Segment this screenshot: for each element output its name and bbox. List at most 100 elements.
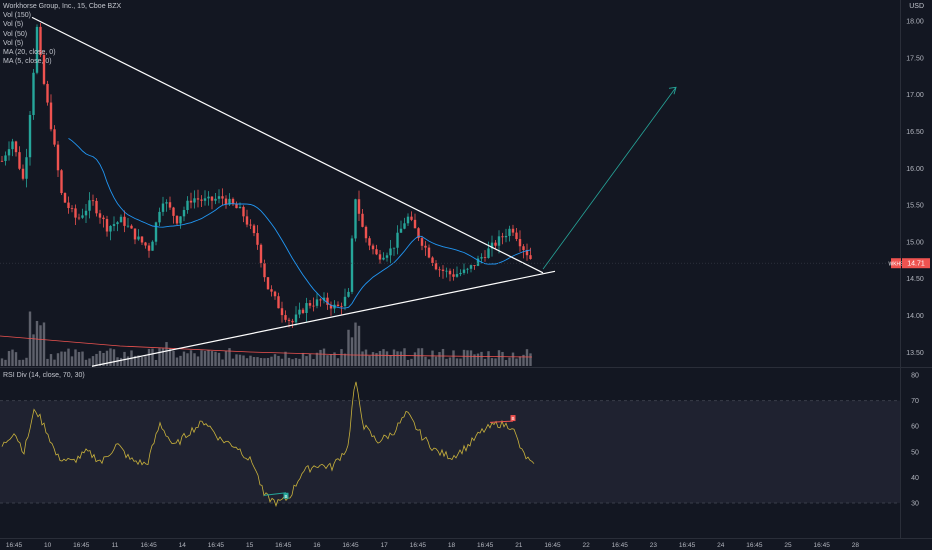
candle-body [179, 216, 182, 224]
candle-body [70, 208, 74, 209]
price-tag-bg [902, 258, 930, 269]
time-tick-label: 28 [852, 542, 860, 549]
volume-bar [140, 357, 144, 366]
price-tick-label: 13.50 [906, 350, 924, 357]
volume-bar [231, 358, 235, 366]
time-tick-label: 16 [313, 542, 321, 549]
symbol-tag-bg [891, 258, 901, 269]
volume-bar [77, 352, 81, 366]
trendline-arrowhead [668, 86, 677, 95]
candle-body [511, 228, 515, 233]
volume-bar [298, 358, 301, 366]
volume-bar [511, 352, 515, 366]
candle-body [147, 245, 151, 251]
volume-bar [473, 354, 476, 366]
candle-body [84, 210, 88, 216]
study-ma-20[interactable]: MA (20, close, 0) [3, 49, 56, 57]
candle-body [165, 202, 168, 204]
candle-body [347, 291, 350, 297]
volume-bar [483, 358, 487, 366]
volume-bar [147, 348, 151, 366]
time-tick-label: 16:45 [410, 542, 427, 549]
time-tick-label: 17 [381, 542, 389, 549]
volume-bar [354, 322, 357, 366]
candle-body [200, 199, 203, 201]
volume-bar [235, 354, 238, 366]
divergence-line-bull [263, 492, 287, 496]
candle-body [4, 155, 7, 161]
rsi-tick-label: 40 [911, 475, 919, 482]
volume-bar [67, 348, 70, 366]
volume-bar [357, 325, 361, 366]
candle-body [490, 242, 494, 249]
volume-bar [445, 358, 448, 366]
volume-bar [326, 355, 329, 366]
volume-bar [221, 359, 224, 366]
volume-bar [301, 352, 305, 366]
volume-bar [224, 350, 228, 366]
candle-body [224, 198, 228, 205]
trendline-1 [91, 270, 556, 367]
volume-bar [319, 349, 322, 366]
volume-bar [406, 359, 410, 366]
candle-body [340, 306, 343, 307]
candle-body [144, 242, 147, 246]
study-ma-5[interactable]: MA (5, close, 0) [3, 58, 52, 66]
candle-body [221, 196, 224, 199]
candle-body [39, 26, 42, 56]
candle-body [231, 198, 235, 205]
candle-body [529, 255, 532, 259]
rsi-legend[interactable]: RSI Div (14, close, 70, 30) [3, 372, 85, 379]
candle-body [326, 297, 329, 305]
candle-body [126, 225, 130, 227]
volume-bar [431, 350, 434, 366]
candle-body [497, 236, 501, 246]
candle-body [284, 315, 287, 320]
volume-bar [137, 355, 140, 366]
volume-bar [217, 352, 221, 366]
volume-bar [385, 351, 389, 366]
candle-body [480, 257, 483, 259]
volume-bar [399, 351, 403, 366]
candle-body [452, 274, 455, 277]
candle-body [228, 198, 231, 205]
candle-body [105, 219, 109, 232]
volume-bar [410, 358, 413, 366]
trendline-2 [542, 87, 677, 270]
study-vol-150[interactable]: Vol (150) [3, 12, 32, 20]
volume-bar [438, 352, 441, 366]
volume-bar [109, 348, 112, 366]
volume-bar [518, 356, 522, 366]
candle-body [25, 157, 28, 179]
candle-body [487, 248, 490, 258]
volume-bar [434, 356, 438, 366]
volume-bar [476, 353, 480, 366]
candle-body [431, 257, 434, 264]
candle-body [424, 245, 427, 248]
volume-bar [81, 351, 84, 366]
candle-body [172, 207, 175, 216]
volume-bar [525, 349, 529, 366]
volume-bar [361, 351, 364, 366]
volume-bar [46, 358, 49, 366]
candle-body [158, 211, 161, 223]
study-vol-5[interactable]: Vol (5) [3, 21, 24, 29]
candle-body [14, 141, 18, 153]
candle-body [291, 320, 294, 323]
candle-body [448, 270, 452, 275]
candle-body [294, 314, 298, 323]
volume-bar [350, 337, 354, 366]
volume-bar [105, 350, 109, 366]
volume-bar [144, 356, 147, 366]
volume-bar [515, 358, 518, 366]
rsi-tick-label: 50 [911, 449, 919, 456]
candle-body [315, 299, 319, 306]
study-vol-50[interactable]: Vol (50) [3, 30, 28, 38]
volume-bar [448, 357, 452, 366]
candle-body [522, 246, 525, 250]
candle-body [406, 216, 410, 224]
study-vol-5b[interactable]: Vol (5) [3, 39, 24, 47]
volume-bar [53, 359, 56, 366]
candle-body [462, 269, 466, 273]
